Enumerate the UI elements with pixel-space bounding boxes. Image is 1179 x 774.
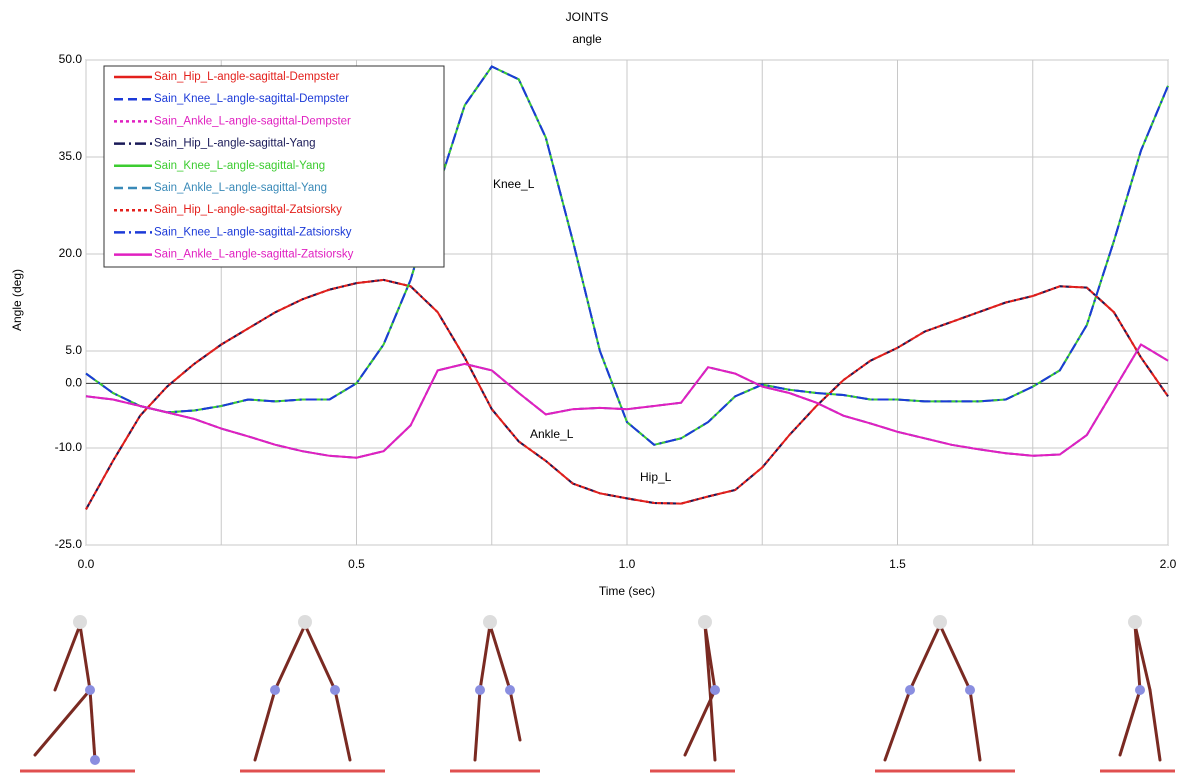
series-line [85,278,1169,510]
legend-label: Sain_Knee_L-angle-sagittal-Dempster [154,93,349,105]
x-tick-label: 0.0 [78,557,95,571]
y-tick-label: 20.0 [59,246,83,260]
legend-label: Sain_Ankle_L-angle-sagittal-Dempster [154,115,351,127]
legend: Sain_Hip_L-angle-sagittal-Dempster Sain_K… [103,65,445,268]
series-line [85,65,1169,446]
legend-label: Sain_Hip_L-angle-sagittal-Dempster [154,71,340,83]
annotation: Knee_L [493,177,535,191]
series-line [85,343,1169,459]
legend-label: Sain_Hip_L-angle-sagittal-Zatsiorsky [154,204,342,216]
x-tick-label: 1.0 [619,557,636,571]
y-axis-label: Angle (deg) [10,269,24,331]
y-tick-label: -25.0 [55,537,83,551]
annotation: Hip_L [640,470,672,484]
figures [20,615,1175,773]
figure [875,615,1015,773]
legend-label: Sain_Knee_L-angle-sagittal-Zatsiorsky [154,226,352,238]
y-tick-label: 50.0 [59,52,83,66]
y-tick-label: 0.0 [65,376,82,390]
x-axis-label: Time (sec) [599,584,655,598]
legend-box [103,65,445,268]
x-tick-label: 1.5 [889,557,906,571]
figure [650,615,735,773]
figure [1100,615,1175,773]
x-tick-label: 0.5 [348,557,365,571]
y-tick-label: 5.0 [65,343,82,357]
annotation: Ankle_L [530,427,574,441]
x-tick-label: 2.0 [1160,557,1177,571]
figure [240,615,385,773]
figure [450,615,540,773]
legend-label: Sain_Ankle_L-angle-sagittal-Yang [154,182,327,194]
y-tick-label: 35.0 [59,149,83,163]
chart-subtitle: angle [572,32,602,46]
legend-label: Sain_Ankle_L-angle-sagittal-Zatsiorsky [154,249,354,261]
y-tick-label: -10.0 [55,440,83,454]
chart-title: JOINTS [566,10,609,24]
legend-label: Sain_Hip_L-angle-sagittal-Yang [154,138,316,150]
legend-label: Sain_Knee_L-angle-sagittal-Yang [154,160,325,172]
figure [20,615,135,773]
